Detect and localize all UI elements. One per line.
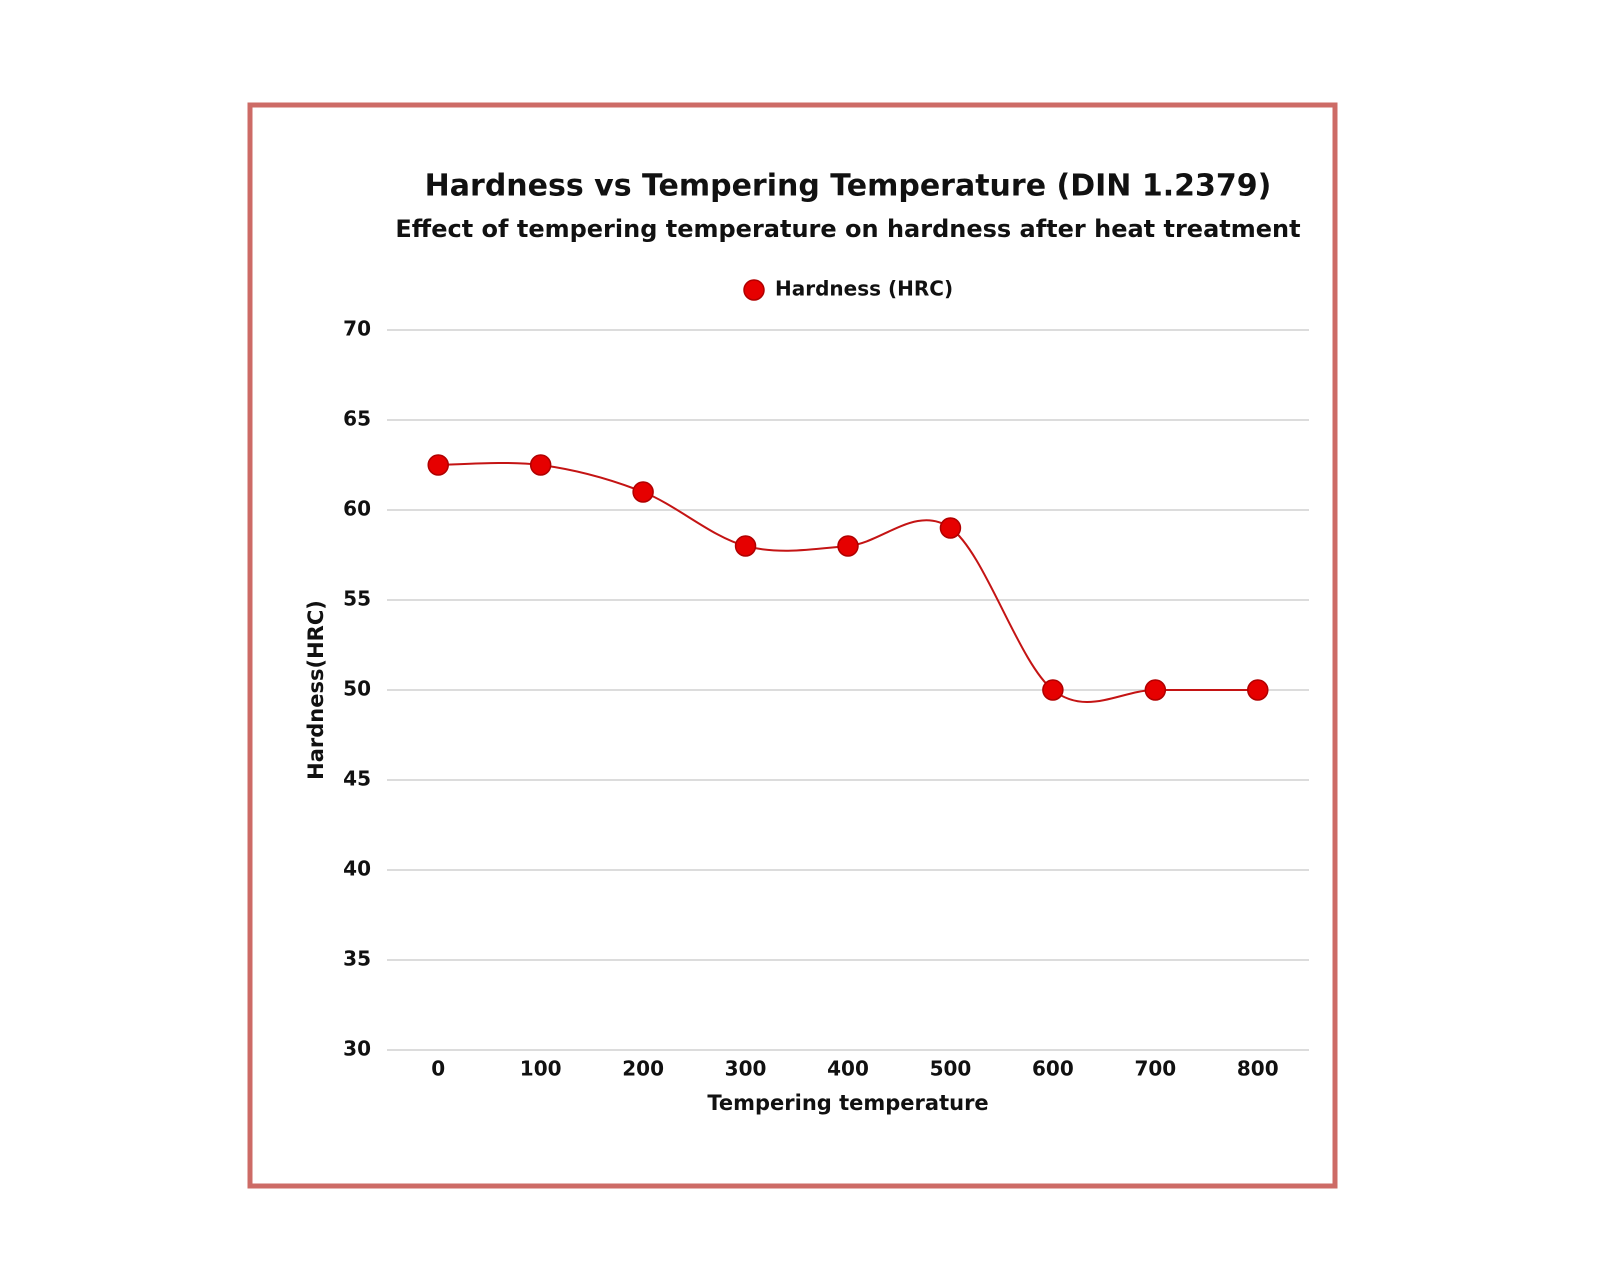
x-tick-label: 100 [520, 1057, 562, 1081]
x-tick-label: 800 [1237, 1057, 1279, 1081]
y-tick-label: 55 [343, 587, 371, 611]
y-tick-label: 45 [343, 767, 371, 791]
point [632, 481, 654, 503]
x-tick-label: 600 [1032, 1057, 1074, 1081]
y-tick-label: 40 [343, 857, 371, 881]
y-tick-label: 65 [343, 407, 371, 431]
point [734, 535, 757, 557]
x-tick-label: 700 [1134, 1057, 1176, 1081]
chart-subtitle: Effect of tempering temperature on hardn… [395, 215, 1300, 243]
x-tick-label: 500 [930, 1057, 972, 1081]
legend-marker [743, 279, 765, 301]
point [939, 517, 962, 539]
x-tick-label: 200 [622, 1057, 664, 1081]
y-tick-label: 70 [343, 317, 371, 341]
x-axis-label: Tempering temperature [707, 1091, 988, 1115]
point [837, 535, 859, 557]
point [1144, 679, 1167, 701]
point [427, 454, 449, 476]
line [438, 462, 1258, 703]
x-tick-label: 400 [827, 1057, 869, 1081]
legend-label: Hardness (HRC) [775, 277, 953, 301]
y-tick-label: 35 [343, 947, 371, 971]
point [529, 454, 552, 476]
frame [247, 102, 1338, 1189]
point [1247, 679, 1269, 701]
x-tick-label: 0 [431, 1057, 445, 1081]
chart-title: Hardness vs Tempering Temperature (DIN 1… [425, 169, 1272, 204]
y-tick-label: 60 [343, 497, 371, 521]
y-tick-label: 30 [343, 1037, 371, 1061]
y-axis-label: Hardness(HRC) [304, 600, 328, 780]
y-tick-label: 50 [343, 677, 371, 701]
x-tick-label: 300 [725, 1057, 767, 1081]
point [1042, 679, 1064, 701]
